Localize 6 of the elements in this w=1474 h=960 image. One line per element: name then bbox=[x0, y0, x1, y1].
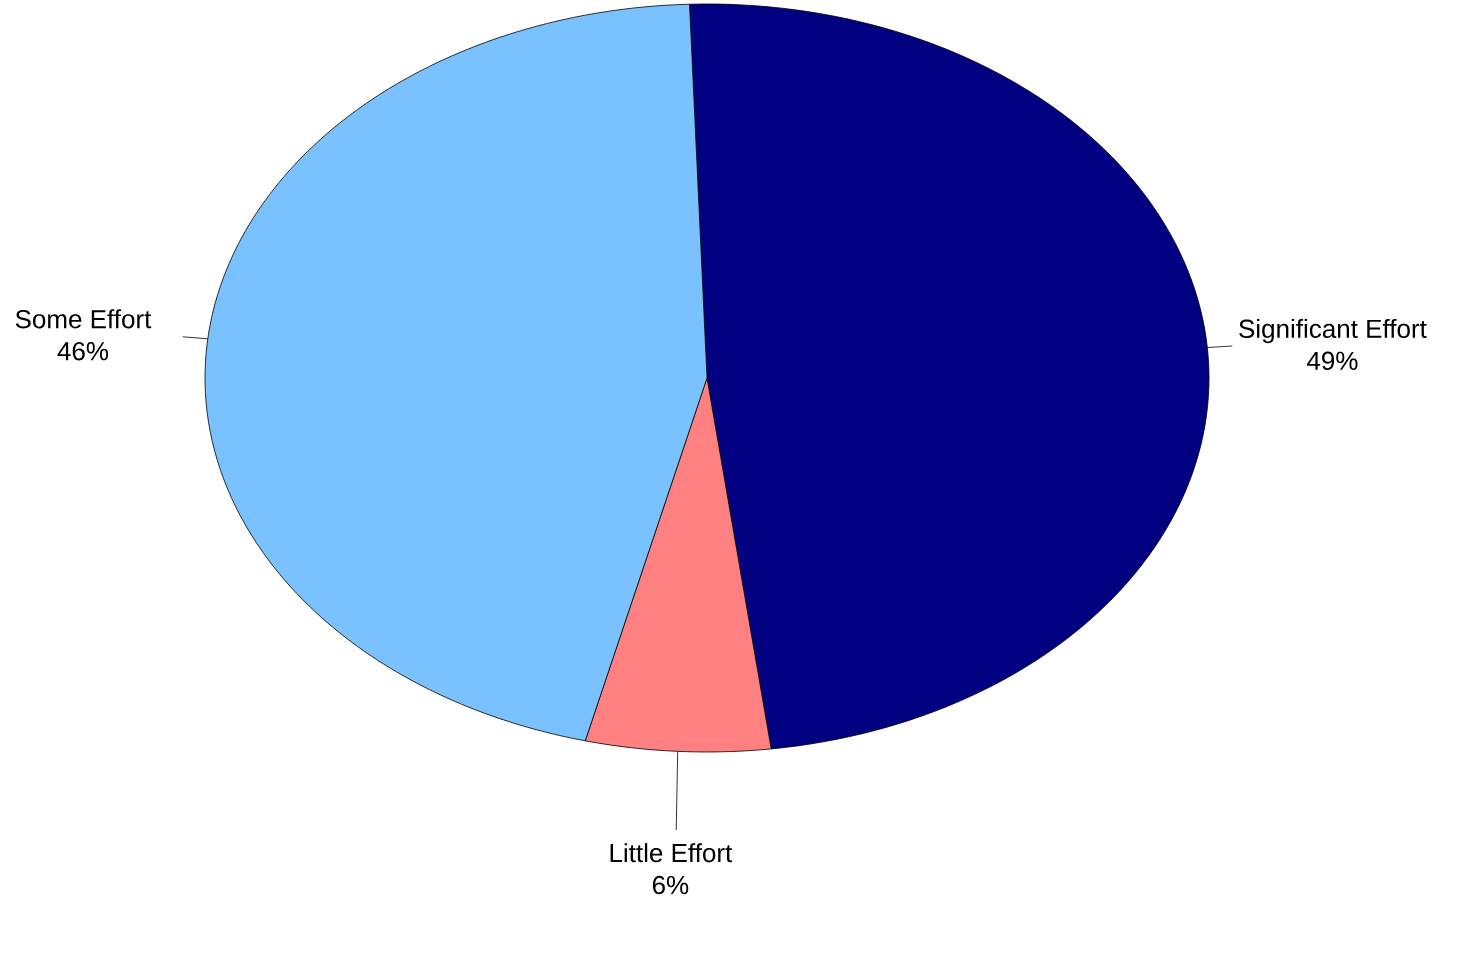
slice-label: Significant Effort bbox=[1239, 318, 1427, 344]
data-label: 49% bbox=[1307, 351, 1358, 371]
data-label: 46% bbox=[57, 341, 109, 361]
slice-label: Little Effort bbox=[610, 843, 733, 863]
data-label: 6% bbox=[652, 875, 689, 895]
slice-label: Some Effort bbox=[15, 309, 152, 329]
